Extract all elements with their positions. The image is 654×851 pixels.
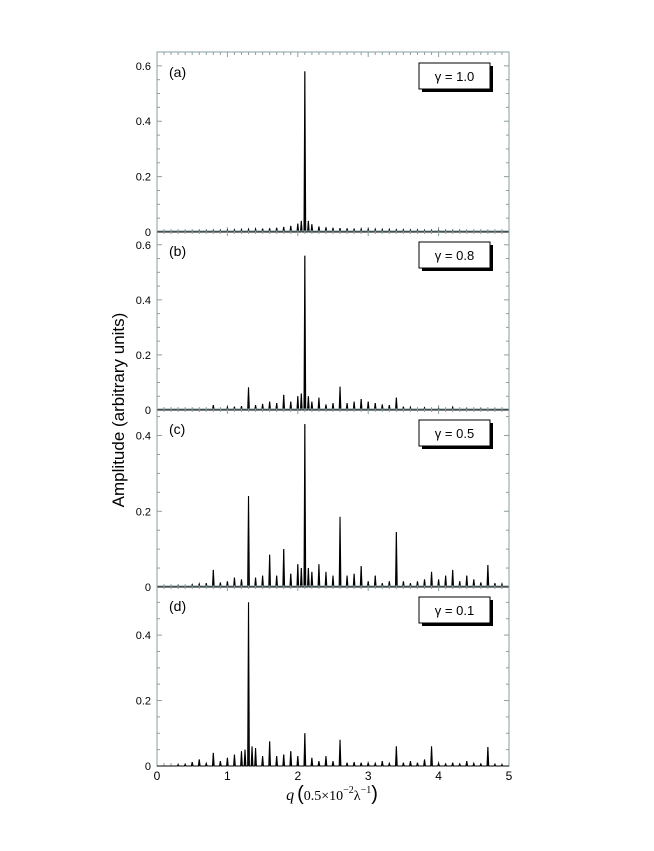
- y-tick-label: 0: [145, 405, 151, 417]
- series-line: [157, 255, 509, 411]
- y-tick-label: 0.2: [136, 350, 151, 362]
- x-label-lexp: −1: [361, 785, 372, 796]
- x-label-times: ×: [321, 789, 329, 804]
- panel-label: (b): [169, 243, 186, 259]
- x-label-close: ): [371, 783, 378, 805]
- x-tick-label: 5: [506, 769, 513, 783]
- x-tick-label: 2: [294, 769, 301, 783]
- series-line: [157, 424, 509, 588]
- legend-box: [418, 62, 491, 90]
- y-tick-label: 0: [145, 582, 151, 594]
- x-label-exp: −2: [343, 785, 354, 796]
- y-tick-label: 0.4: [136, 431, 151, 443]
- y-tick-label: 0.6: [136, 61, 151, 73]
- legend-text: γ = 1.0: [435, 69, 474, 84]
- legend-box: [418, 241, 491, 269]
- panel-label: (a): [169, 64, 186, 80]
- x-label-open: (: [297, 783, 304, 805]
- y-axis-label: Amplitude (arbitrary units): [109, 313, 128, 508]
- y-tick-label: 0.2: [136, 696, 151, 708]
- panel-label: (d): [169, 598, 186, 614]
- x-label-var: q: [286, 787, 294, 804]
- y-tick-label: 0.2: [136, 506, 151, 518]
- legend-text: γ = 0.5: [435, 426, 474, 441]
- y-tick-label: 0: [145, 227, 151, 239]
- x-label-lambda: λ: [354, 789, 361, 804]
- y-tick-label: 0.2: [136, 172, 151, 184]
- x-tick-label: 1: [224, 769, 231, 783]
- legend-box: [418, 596, 491, 624]
- y-tick-label: 0.4: [136, 630, 151, 642]
- series-line: [157, 71, 509, 233]
- y-tick-label: 0.6: [136, 240, 151, 252]
- legend-text: γ = 0.8: [435, 248, 474, 263]
- y-tick-label: 0.4: [136, 295, 151, 307]
- panel-label: (c): [169, 421, 185, 437]
- y-tick-label: 0: [145, 761, 151, 773]
- x-label-base: 0.5: [304, 789, 322, 804]
- x-tick-label: 3: [365, 769, 372, 783]
- legend-box: [418, 419, 491, 447]
- y-tick-label: 0.4: [136, 116, 151, 128]
- x-tick-label: 4: [435, 769, 442, 783]
- x-tick-label: 0: [154, 769, 161, 783]
- x-label-ten: 10: [329, 789, 343, 804]
- series-line: [157, 602, 509, 767]
- legend-text: γ = 0.1: [435, 603, 474, 618]
- x-axis-label: q (0.5×10−2λ−1): [286, 783, 378, 805]
